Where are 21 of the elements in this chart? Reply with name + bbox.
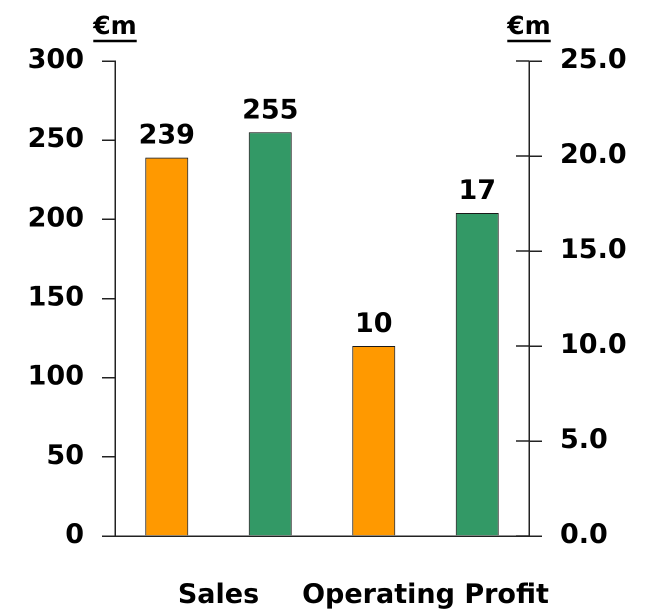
y2-tick-label: 10.0 (560, 329, 627, 360)
data-label: 17 (458, 175, 496, 206)
y-tick-label: 250 (28, 123, 84, 154)
y-tick-label: 300 (28, 44, 84, 76)
data-label: 10 (354, 308, 393, 339)
x-tick-label: Operating Profit (302, 579, 549, 610)
y-tick-label: 0 (65, 519, 84, 550)
y2-tick-label: 0.0 (560, 519, 608, 550)
y-tick-label: 200 (28, 202, 84, 234)
data-label: 239 (138, 120, 195, 151)
y2-tick-label: 15.0 (560, 234, 627, 266)
x-tick-label: Sales (178, 579, 260, 610)
y-tick-label: 150 (28, 282, 84, 313)
y2-axis-title: €m (506, 11, 551, 40)
y2-tick-label: 25.0 (560, 44, 627, 76)
y2-tick-label: 20.0 (560, 139, 627, 170)
y-axis-title: €m (92, 11, 137, 40)
y2-tick-label: 5.0 (560, 424, 608, 456)
y-tick-label: 100 (28, 360, 84, 392)
y-tick-label: 50 (46, 440, 84, 471)
data-label: 255 (242, 94, 298, 126)
